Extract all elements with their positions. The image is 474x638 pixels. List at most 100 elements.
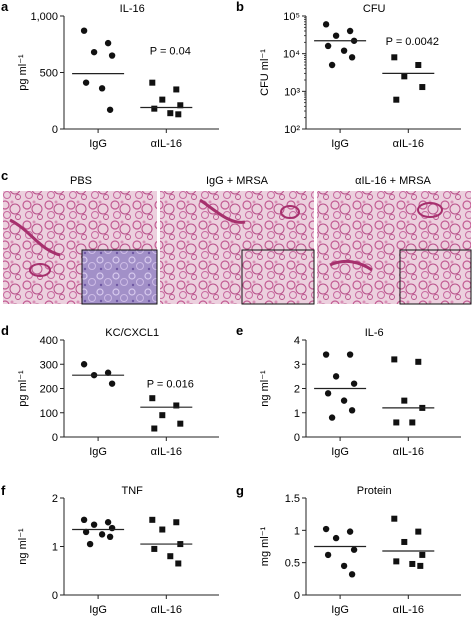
y-tick-label: 500 xyxy=(40,68,58,80)
data-point xyxy=(106,106,114,113)
data-point xyxy=(324,42,332,50)
y-tick-label: 10² xyxy=(284,124,300,136)
chart-title: TNF xyxy=(122,485,144,497)
data-point xyxy=(104,39,112,47)
data-point xyxy=(82,528,90,536)
y-axis-label: mg ml⁻¹ xyxy=(259,526,271,566)
data-point xyxy=(149,79,156,86)
data-point xyxy=(98,85,106,92)
y-tick-label: 1 xyxy=(52,542,58,554)
y-axis-label: pg ml⁻¹ xyxy=(17,54,29,91)
data-point xyxy=(108,380,116,387)
x-tick-label: IgG xyxy=(89,138,107,150)
y-tick-label: 100 xyxy=(40,408,58,420)
p-value-annotation: P = 0.016 xyxy=(147,378,194,390)
data-point xyxy=(346,351,354,358)
data-point xyxy=(391,54,398,61)
histology-inset-igg-mrsa xyxy=(241,249,315,305)
chart-g: g Protein 0 0.5 1 1.5 mg ml⁻¹ IgG αIL-16 xyxy=(236,483,461,616)
data-point xyxy=(175,111,182,118)
data-point xyxy=(346,528,354,535)
charts-container: a IL-16 0 500 1,000 pg ml⁻¹ IgG αIL-16 P = 0.04 b… xyxy=(1,0,461,616)
data-point xyxy=(348,571,356,578)
y-tick-label: 4 xyxy=(294,335,300,347)
y-tick-label: 300 xyxy=(40,359,58,371)
panel-letter-b: b xyxy=(236,0,244,14)
y-tick-label: 0 xyxy=(52,432,58,444)
data-point xyxy=(391,515,398,522)
data-point xyxy=(104,369,112,376)
data-point xyxy=(332,534,340,542)
x-tick-label: αIL-16 xyxy=(151,138,182,150)
data-point xyxy=(332,373,340,380)
y-tick-label: 1,000 xyxy=(30,11,58,23)
histology-inset-ail16-mrsa xyxy=(399,249,472,305)
data-point xyxy=(409,419,416,426)
data-point xyxy=(393,96,400,103)
data-point xyxy=(415,358,422,365)
chart-title: KC/CXCL1 xyxy=(105,327,159,339)
data-point xyxy=(80,27,88,34)
y-axis-label: ng ml⁻¹ xyxy=(17,528,29,565)
panel-letter-d: d xyxy=(1,323,9,338)
x-tick-label: IgG xyxy=(331,446,349,458)
y-tick-label: 1 xyxy=(294,525,300,537)
data-point xyxy=(108,52,116,59)
data-point xyxy=(340,397,348,404)
chart-a: a IL-16 0 500 1,000 pg ml⁻¹ IgG αIL-16 P = 0.04 xyxy=(1,0,219,150)
data-point xyxy=(159,96,166,103)
histology-inset-pbs xyxy=(81,249,158,305)
y-tick-label: 0 xyxy=(52,590,58,602)
data-point xyxy=(151,425,158,432)
panel-letter-g: g xyxy=(236,483,244,498)
data-point xyxy=(346,27,354,35)
histology-panel: c PBS IgG + MRSA αIL-16 + MRSA xyxy=(1,168,472,305)
data-point xyxy=(167,110,174,117)
data-point xyxy=(419,84,426,91)
chart-f: f TNF 0 1 2 ng ml⁻¹ IgG αIL-16 xyxy=(1,483,219,616)
data-point xyxy=(328,414,336,421)
histology-label-pbs: PBS xyxy=(70,175,92,187)
x-tick-label: IgG xyxy=(89,446,107,458)
data-point xyxy=(322,21,330,28)
data-point xyxy=(419,551,426,558)
data-point xyxy=(324,390,332,397)
data-point xyxy=(401,397,408,404)
x-tick-label: IgG xyxy=(89,604,107,616)
data-point xyxy=(159,526,166,533)
p-value-annotation: P = 0.0042 xyxy=(386,36,439,48)
data-point xyxy=(177,420,184,427)
data-point xyxy=(332,32,340,39)
data-point xyxy=(80,361,88,368)
x-tick-label: αIL-16 xyxy=(393,138,424,150)
data-point xyxy=(82,79,90,86)
chart-title: Protein xyxy=(357,485,392,497)
data-point xyxy=(415,528,422,535)
x-tick-label: αIL-16 xyxy=(393,604,424,616)
y-tick-label: 3 xyxy=(294,359,300,371)
y-tick-label: 2 xyxy=(52,493,58,505)
data-point xyxy=(159,412,166,419)
histology-image-pbs xyxy=(3,191,158,305)
y-tick-label: 1.5 xyxy=(285,493,300,505)
histology-image-igg-mrsa xyxy=(160,191,315,305)
data-point xyxy=(151,545,158,552)
data-point xyxy=(322,525,330,533)
y-tick-label: 0.5 xyxy=(285,558,300,570)
y-tick-label: 10³ xyxy=(284,86,300,98)
data-point xyxy=(324,551,332,559)
y-tick-label: 0 xyxy=(52,124,58,136)
data-point xyxy=(340,47,348,54)
data-point xyxy=(173,86,180,93)
y-tick-label: 10⁴ xyxy=(283,49,300,61)
histology-label-ail16-mrsa: αIL-16 + MRSA xyxy=(355,175,431,187)
data-point xyxy=(151,105,158,112)
y-tick-label: 200 xyxy=(40,384,58,396)
panel-letter-e: e xyxy=(236,323,243,338)
data-point xyxy=(409,560,416,567)
y-axis-label: ng ml⁻¹ xyxy=(259,370,271,407)
x-tick-label: IgG xyxy=(331,138,349,150)
y-axis-label: pg ml⁻¹ xyxy=(17,370,29,407)
data-point xyxy=(86,540,94,548)
data-point xyxy=(80,516,88,524)
